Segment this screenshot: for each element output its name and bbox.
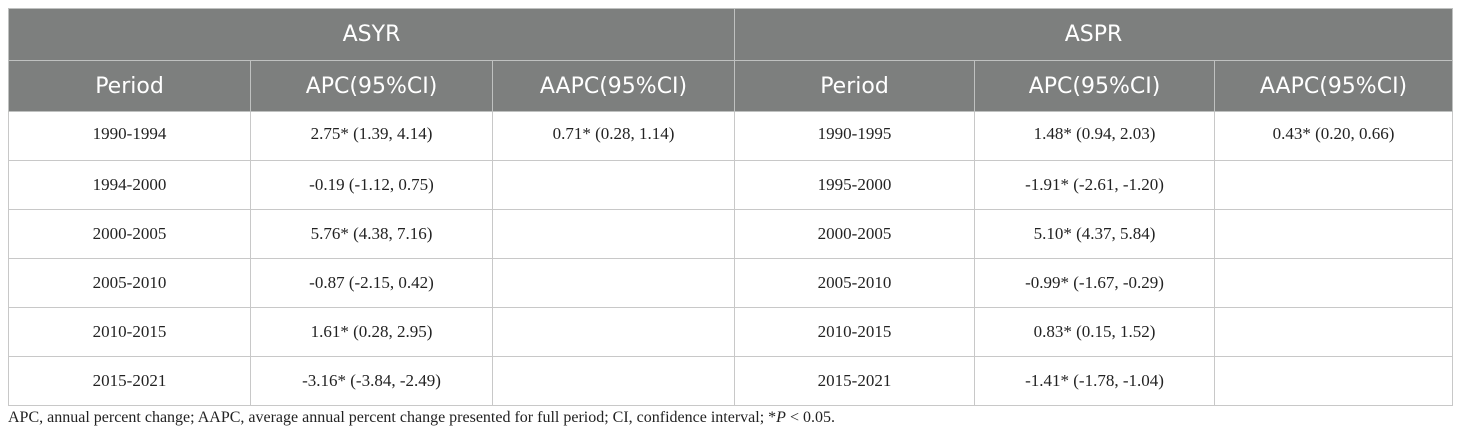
aspr-aapc-cell (1214, 209, 1454, 259)
results-table-container: ASYR ASPR Period APC(95%CI) AAPC(95%CI) … (7, 8, 1454, 406)
asyr-aapc-cell (491, 160, 736, 210)
group-header-row: ASYR ASPR (7, 8, 1454, 61)
aspr-aapc-cell: 0.43* (0.20, 0.66) (1214, 111, 1454, 161)
table-footnote: APC, annual percent change; AAPC, averag… (8, 409, 835, 427)
table-row: 1994-2000 -0.19 (-1.12, 0.75) 1995-2000 … (8, 160, 1454, 210)
footnote-text-end: < 0.05. (785, 409, 835, 426)
table-row: 2015-2021 -3.16* (-3.84, -2.49) 2015-202… (8, 356, 1454, 406)
aspr-apc-cell: -1.41* (-1.78, -1.04) (974, 356, 1216, 406)
asyr-apc-cell: 2.75* (1.39, 4.14) (250, 111, 493, 161)
aspr-aapc-cell (1214, 307, 1454, 357)
aspr-period-cell: 2010-2015 (734, 307, 976, 357)
column-header-apc: APC(95%CI) (250, 60, 493, 112)
group-header-asyr: ASYR (7, 8, 736, 61)
apc-aapc-table: ASYR ASPR Period APC(95%CI) AAPC(95%CI) … (7, 8, 1454, 406)
footnote-text-start: APC, annual percent change; AAPC, averag… (8, 409, 777, 426)
aspr-period-cell: 2005-2010 (734, 258, 976, 308)
aspr-aapc-cell (1214, 356, 1454, 406)
aspr-period-cell: 1995-2000 (734, 160, 976, 210)
column-header-period: Period (8, 60, 251, 112)
asyr-aapc-cell (491, 209, 736, 259)
asyr-period-cell: 2005-2010 (8, 258, 251, 308)
asyr-apc-cell: -0.87 (-2.15, 0.42) (250, 258, 493, 308)
table-row: 2005-2010 -0.87 (-2.15, 0.42) 2005-2010 … (8, 258, 1454, 308)
aspr-apc-cell: 5.10* (4.37, 5.84) (974, 209, 1216, 259)
column-header-aapc: AAPC(95%CI) (1214, 60, 1454, 112)
table-row: 1990-1994 2.75* (1.39, 4.14) 0.71* (0.28… (8, 111, 1454, 161)
asyr-apc-cell: -0.19 (-1.12, 0.75) (250, 160, 493, 210)
asyr-aapc-cell: 0.71* (0.28, 1.14) (491, 111, 736, 161)
asyr-apc-cell: 5.76* (4.38, 7.16) (250, 209, 493, 259)
asyr-aapc-cell (491, 258, 736, 308)
asyr-aapc-cell (491, 356, 736, 406)
aspr-apc-cell: 0.83* (0.15, 1.52) (974, 307, 1216, 357)
aspr-apc-cell: -0.99* (-1.67, -0.29) (974, 258, 1216, 308)
footnote-p-symbol: P (776, 409, 786, 426)
asyr-aapc-cell (491, 307, 736, 357)
group-header-aspr: ASPR (734, 8, 1454, 61)
asyr-period-cell: 2000-2005 (8, 209, 251, 259)
asyr-period-cell: 1990-1994 (8, 111, 251, 161)
aspr-aapc-cell (1214, 258, 1454, 308)
aspr-period-cell: 1990-1995 (734, 111, 976, 161)
asyr-period-cell: 2015-2021 (8, 356, 251, 406)
aspr-period-cell: 2015-2021 (734, 356, 976, 406)
column-header-row: Period APC(95%CI) AAPC(95%CI) Period APC… (8, 60, 1454, 112)
aspr-aapc-cell (1214, 160, 1454, 210)
aspr-apc-cell: 1.48* (0.94, 2.03) (974, 111, 1216, 161)
asyr-apc-cell: 1.61* (0.28, 2.95) (250, 307, 493, 357)
asyr-period-cell: 1994-2000 (8, 160, 251, 210)
column-header-aapc: AAPC(95%CI) (491, 60, 736, 112)
column-header-period: Period (734, 60, 976, 112)
aspr-apc-cell: -1.91* (-2.61, -1.20) (974, 160, 1216, 210)
column-header-apc: APC(95%CI) (974, 60, 1216, 112)
table-row: 2010-2015 1.61* (0.28, 2.95) 2010-2015 0… (8, 307, 1454, 357)
asyr-period-cell: 2010-2015 (8, 307, 251, 357)
aspr-period-cell: 2000-2005 (734, 209, 976, 259)
asyr-apc-cell: -3.16* (-3.84, -2.49) (250, 356, 493, 406)
table-row: 2000-2005 5.76* (4.38, 7.16) 2000-2005 5… (8, 209, 1454, 259)
